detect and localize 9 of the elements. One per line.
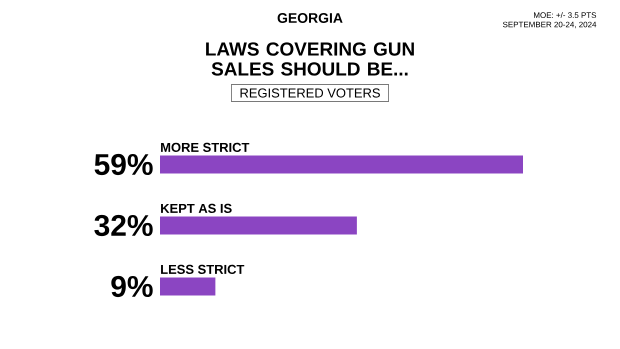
y-tick-label: LESS STRICT: [161, 264, 244, 274]
chart-title: LAWS COVERING GUN SALES SHOULD BE...: [206, 42, 414, 76]
text: GEORGIA: [278, 13, 343, 23]
data-label: 32%: [94, 214, 153, 236]
chart-subtitle: REGISTERED VOTERS: [240, 88, 380, 98]
data-label: 59%: [94, 154, 153, 176]
data-label: 9%: [111, 276, 153, 298]
y-tick-label: KEPT AS IS: [161, 204, 232, 213]
y-tick-label: MORE STRICT: [161, 142, 250, 152]
